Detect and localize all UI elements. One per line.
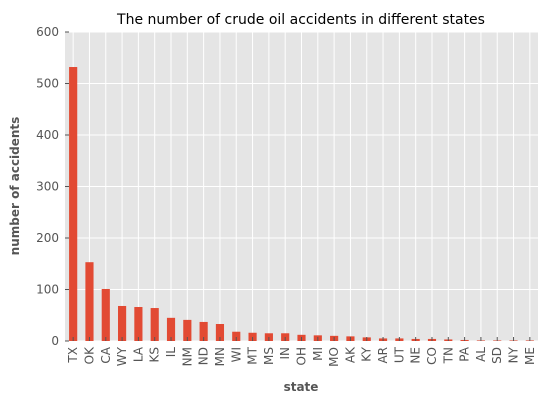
x-tick-label-nm: NM: [180, 347, 194, 366]
x-tick-label-nd: ND: [197, 347, 211, 365]
x-tick-label-sd: SD: [490, 347, 504, 364]
y-tick-label: 100: [36, 283, 59, 297]
x-tick-label-mo: MO: [327, 347, 341, 367]
x-tick-label-ar: AR: [376, 347, 390, 364]
bar-ks: [150, 308, 159, 341]
y-tick-label: 300: [36, 180, 59, 194]
chart-title: The number of crude oil accidents in dif…: [116, 12, 485, 28]
x-tick-label-me: ME: [523, 347, 537, 365]
y-axis-ticks: 0 100 200 300 400 500 600: [36, 25, 69, 348]
bar-ca: [101, 288, 110, 341]
x-axis-ticks: TX OK CA WY LA KS IL NM ND MN WI MT MS IN OH MI MO AK KY AR…: [66, 337, 537, 367]
x-tick-label-mi: MI: [311, 347, 325, 361]
x-tick-label-ca: CA: [99, 346, 113, 363]
x-tick-label-il: IL: [164, 347, 178, 358]
x-tick-label-ak: AK: [343, 346, 357, 363]
x-tick-label-ok: OK: [82, 346, 96, 364]
y-tick-label: 600: [36, 25, 59, 39]
x-tick-label-al: AL: [474, 347, 488, 362]
bar-tx: [69, 67, 78, 342]
x-tick-label-la: LA: [131, 346, 145, 362]
x-tick-label-ky: KY: [360, 346, 374, 361]
bar-nm: [183, 319, 192, 341]
x-tick-label-ks: KS: [148, 347, 162, 363]
x-tick-label-mt: MT: [246, 346, 260, 364]
bar-wi: [232, 331, 241, 341]
x-tick-label-in: IN: [278, 347, 292, 360]
x-tick-label-wi: WI: [229, 347, 243, 362]
y-axis-label: number of accidents: [8, 117, 22, 256]
x-tick-label-mn: MN: [213, 347, 227, 366]
x-tick-label-ms: MS: [262, 347, 276, 365]
x-tick-label-ny: NY: [507, 346, 521, 363]
bar-mt: [248, 332, 257, 341]
y-tick-label: 0: [51, 334, 59, 348]
x-tick-label-oh: OH: [295, 347, 309, 365]
y-tick-label: 500: [36, 77, 59, 91]
bar-la: [134, 307, 143, 341]
bar-mn: [215, 324, 225, 341]
grid-lines: [65, 31, 538, 342]
x-tick-label-pa: PA: [458, 346, 472, 361]
x-tick-label-co: CO: [425, 347, 439, 365]
y-tick-label: 400: [36, 128, 59, 142]
y-tick-label: 200: [36, 231, 59, 245]
x-axis-label: state: [284, 380, 319, 394]
bar-nd: [199, 321, 208, 341]
bar-ok: [85, 262, 94, 341]
x-tick-label-wy: WY: [115, 346, 129, 366]
x-tick-label-ne: NE: [409, 347, 423, 364]
bar-wy: [118, 305, 127, 341]
bar-il: [166, 317, 176, 341]
x-tick-label-ut: UT: [392, 346, 406, 363]
x-tick-label-tn: TN: [441, 347, 455, 364]
x-tick-label-tx: TX: [66, 347, 80, 364]
